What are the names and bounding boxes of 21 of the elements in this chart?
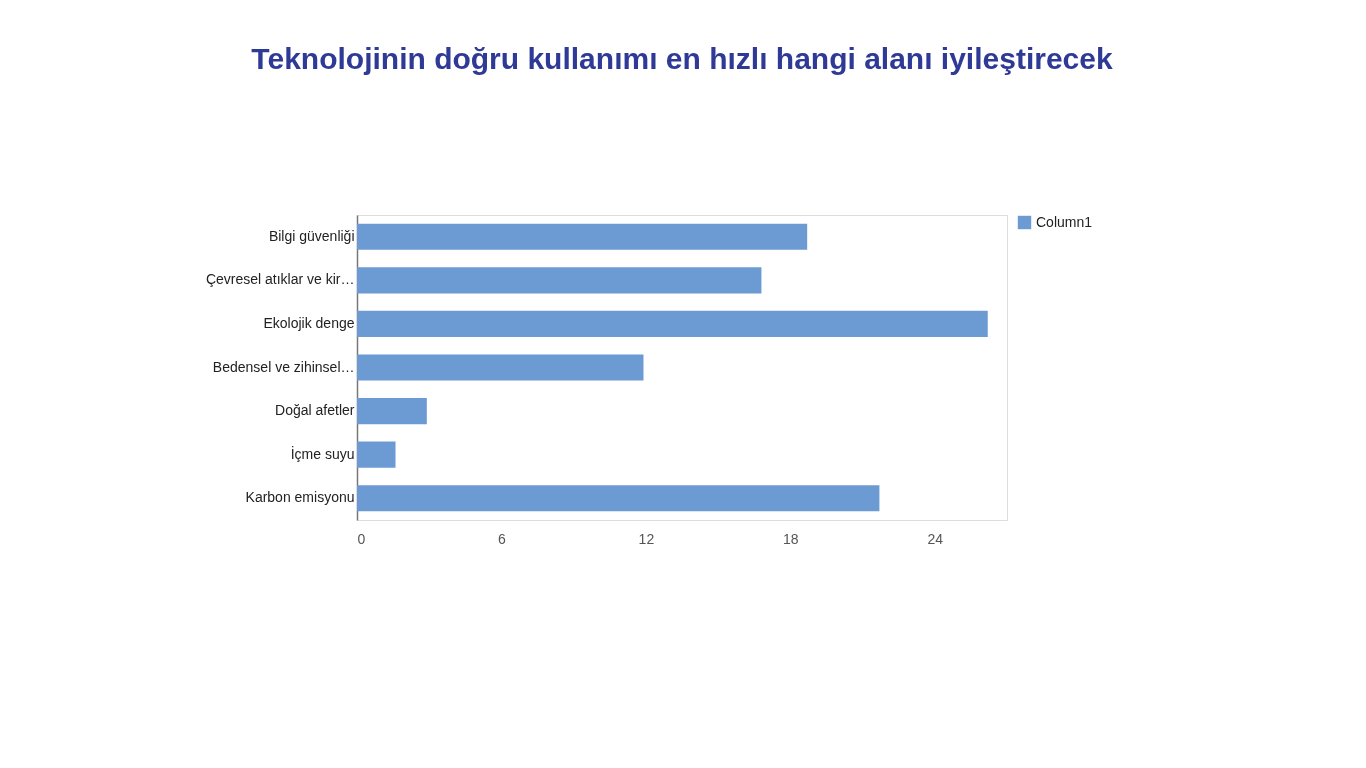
x-tick-label: 6	[498, 530, 507, 547]
legend-label: Column1	[1036, 213, 1093, 230]
bar	[357, 267, 762, 294]
y-tick-label: Doğal afetler	[275, 402, 355, 419]
y-tick-label: Bilgi güvenliği	[268, 227, 355, 244]
y-tick-label: Ekolojik denge	[263, 314, 355, 331]
bar	[357, 354, 644, 381]
y-tick-label: İçme suyu	[290, 444, 355, 462]
x-tick-label: 18	[783, 530, 799, 547]
bar	[357, 441, 396, 468]
x-tick-label: 12	[638, 530, 655, 547]
y-tick-label: Karbon emisyonu	[245, 489, 355, 506]
x-tick-label: 0	[357, 530, 366, 547]
bar	[357, 398, 427, 425]
chart-title: Teknolojinin doğru kullanımı en hızlı hangi alanı iyileştirecek	[251, 42, 1113, 75]
bar	[357, 223, 808, 250]
bar	[357, 485, 880, 512]
x-tick-label: 24	[927, 530, 944, 547]
y-tick-label: Çevresel atıklar ve kir…	[205, 271, 355, 288]
bar	[357, 310, 988, 337]
y-tick-label: Bedensel ve zihinsel…	[212, 358, 355, 375]
